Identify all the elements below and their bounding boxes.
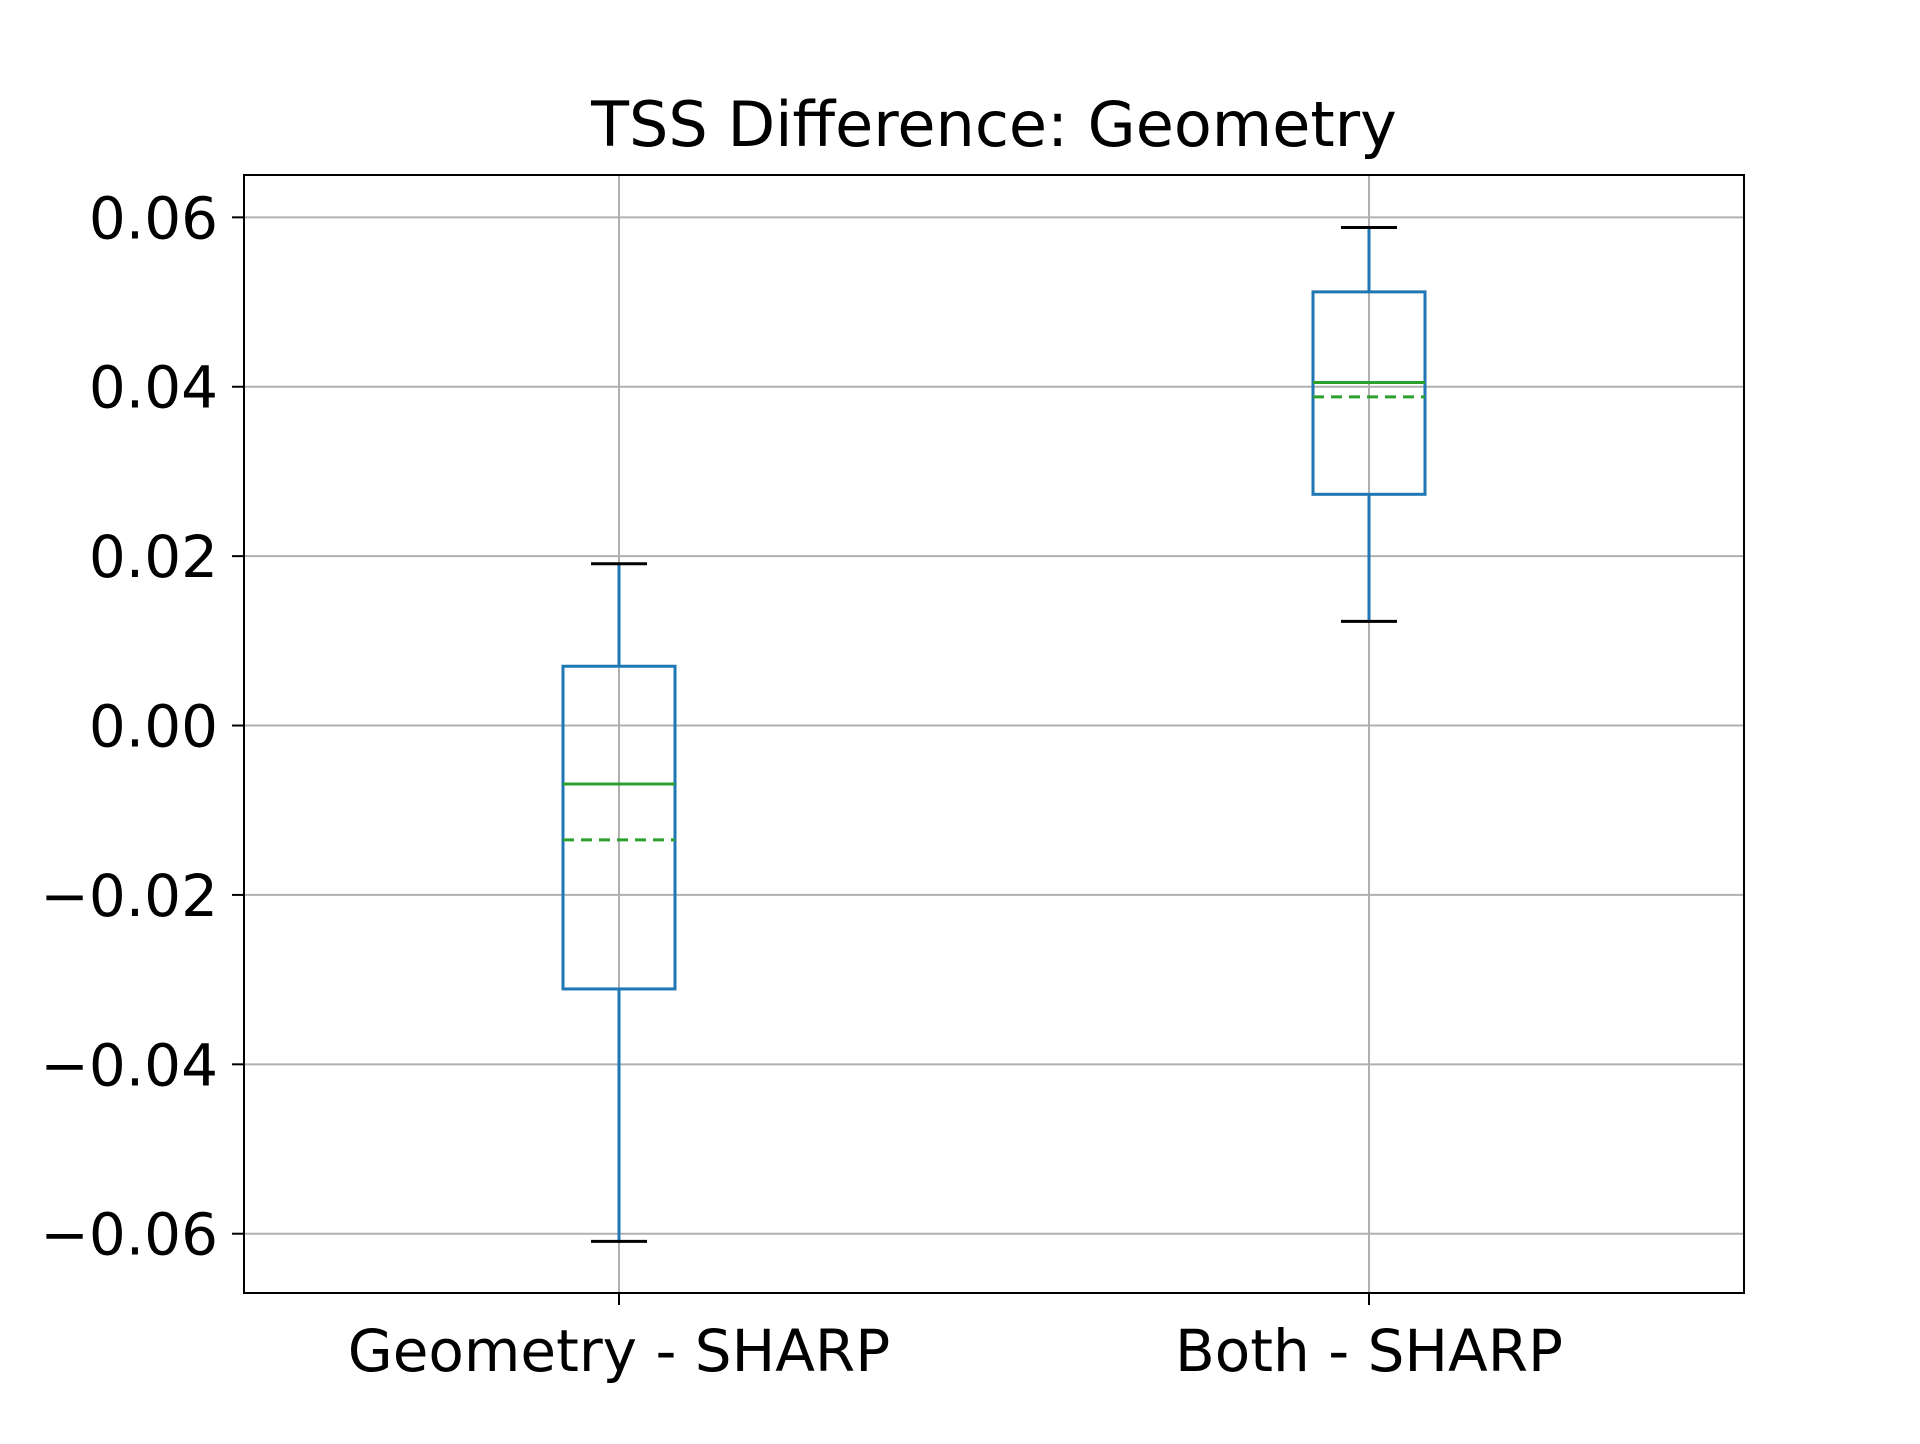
grid-lines [244, 175, 1744, 1293]
axis-ticks: −0.06 −0.04 −0.02 0.00 0.02 0.04 0.06 Geometry … [40, 184, 1563, 1385]
x-tick-label: Geometry - SHARP [348, 1317, 890, 1385]
y-tick-label: −0.04 [40, 1031, 218, 1099]
chart-title: TSS Difference: Geometry [590, 88, 1397, 161]
y-tick-label: 0.04 [89, 354, 218, 422]
iqr-box [561, 664, 677, 991]
y-tick-label: −0.02 [40, 862, 218, 930]
box-1 [561, 562, 677, 1243]
y-tick-label: −0.06 [40, 1201, 218, 1269]
plot-frame [243, 174, 1745, 1294]
box-series [561, 226, 1427, 1243]
y-tick-label: 0.00 [89, 693, 218, 761]
x-tick-label: Both - SHARP [1175, 1317, 1563, 1385]
y-tick-label: 0.02 [89, 523, 218, 591]
box-2 [1311, 226, 1427, 623]
iqr-box [1311, 290, 1427, 496]
y-tick-label: 0.06 [89, 184, 218, 252]
